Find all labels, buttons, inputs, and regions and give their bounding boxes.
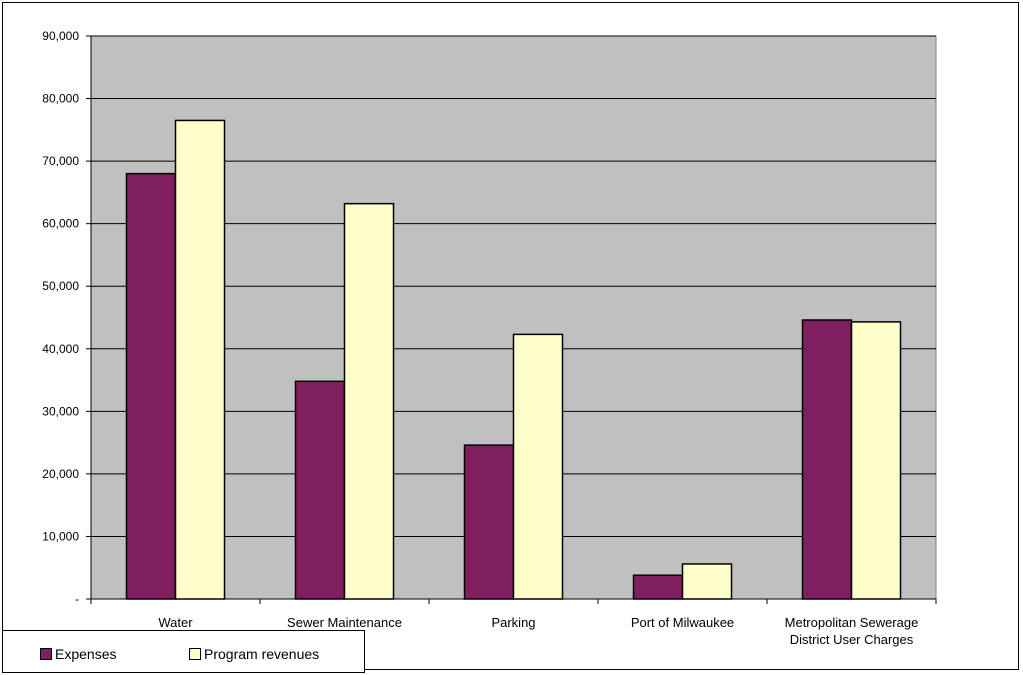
category-label: Port of Milwaukee	[631, 615, 734, 630]
bars	[125, 119, 902, 600]
category-label: Parking	[491, 615, 535, 630]
bar-expenses	[294, 380, 346, 600]
y-tick-label: 30,000	[42, 404, 79, 418]
gridlines	[91, 35, 936, 537]
y-tick-label: 10,000	[42, 529, 79, 543]
bar-expenses	[125, 172, 177, 600]
bar-program-revenues	[681, 563, 733, 600]
category-label: Sewer Maintenance	[287, 615, 402, 630]
y-tick-label: 20,000	[42, 467, 79, 481]
legend-label-expenses: Expenses	[55, 646, 117, 662]
bar-program-revenues	[850, 321, 902, 600]
bar-program-revenues	[343, 202, 395, 600]
bar-program-revenues	[512, 333, 564, 600]
legend-item-program-revenues: Program revenues	[189, 646, 319, 662]
y-tick-label: 50,000	[42, 279, 79, 293]
legend-label-program-revenues: Program revenues	[204, 646, 320, 662]
y-tick-label: -	[75, 592, 79, 606]
legend-swatch-expenses	[40, 648, 52, 660]
bar-chart: - 10,000 20,000 30,000 40,000 50,000 60,000 70,…	[42, 29, 937, 647]
bar-expenses	[632, 574, 684, 600]
bar-program-revenues	[174, 119, 226, 600]
y-tick-label: 60,000	[42, 217, 79, 231]
axes	[86, 35, 937, 604]
y-tick-labels: - 10,000 20,000 30,000 40,000 50,000 60,000 70,…	[42, 29, 79, 606]
y-tick-label: 80,000	[42, 92, 79, 106]
category-labels: Water Sewer Maintenance Parking Port of Mil…	[158, 615, 918, 647]
legend-item-expenses: Expenses	[40, 646, 116, 662]
category-label: Water	[158, 615, 193, 630]
legend: Expenses Program revenues	[2, 630, 365, 673]
bar-expenses	[463, 444, 515, 600]
bar-expenses	[801, 319, 853, 600]
legend-swatch-program-revenues	[189, 648, 201, 660]
y-tick-label: 40,000	[42, 342, 79, 356]
y-tick-label: 90,000	[42, 29, 79, 43]
category-label: Metropolitan Sewerage District User Charg…	[785, 615, 919, 647]
y-tick-label: 70,000	[42, 154, 79, 168]
